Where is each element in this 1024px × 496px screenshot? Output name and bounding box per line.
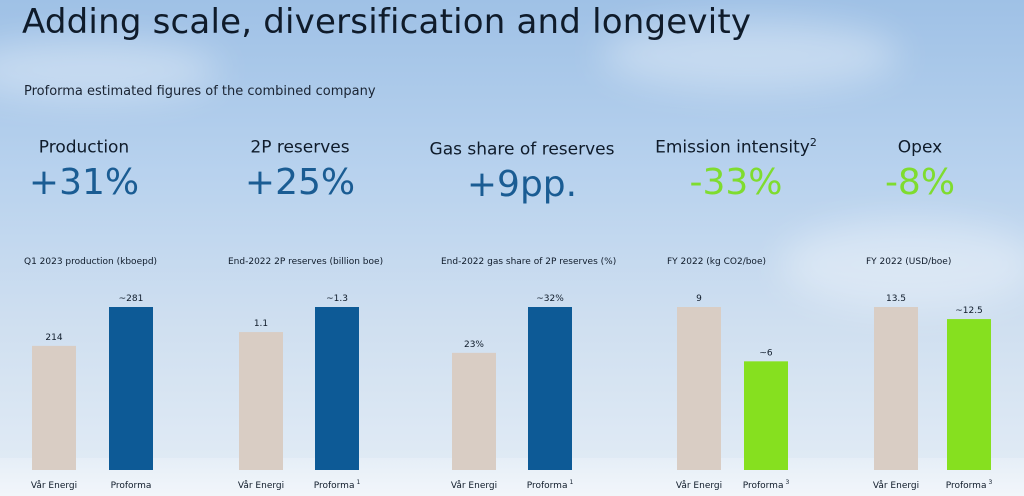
kpi-value: -8% [884, 161, 956, 203]
chart-title: End-2022 2P reserves (billion boe) [228, 257, 383, 267]
bar [677, 307, 721, 470]
data-label: ~12.5 [955, 306, 983, 316]
bar [874, 307, 918, 470]
bar [239, 332, 283, 470]
kpi-label: Production [38, 137, 130, 158]
category-label: Proforma 1 [314, 479, 361, 491]
kpi-label: Emission intensity2 [655, 136, 817, 158]
kpi-value: +9pp. [466, 163, 578, 205]
chart-title: FY 2022 (kg CO2/boe) [667, 257, 766, 267]
kpi-value: +25% [244, 161, 356, 203]
category-label: Vår Energi [451, 480, 497, 491]
data-label: 23% [464, 340, 484, 350]
category-label: Vår Energi [676, 480, 722, 491]
kpi-emission-intensity: Emission intensity2 -33% [636, 136, 836, 203]
kpi-value: +31% [28, 161, 140, 203]
page-title: Adding scale, diversification and longev… [22, 2, 752, 42]
bar [315, 307, 359, 470]
page-subtitle: Proforma estimated figures of the combin… [24, 84, 376, 99]
data-label: ~1.3 [326, 294, 348, 304]
category-label: Vår Energi [238, 480, 284, 491]
kpi-value: -33% [689, 161, 783, 203]
kpi-label: 2P reserves [250, 137, 350, 158]
chart-title: End-2022 gas share of 2P reserves (%) [441, 257, 616, 267]
kpi-production: Production +31% [0, 136, 184, 203]
data-label: 13.5 [886, 294, 906, 304]
cloud-decoration [0, 40, 220, 100]
cloud-decoration [780, 220, 1024, 310]
data-label: 9 [696, 294, 702, 304]
kpi-2p-reserves: 2P reserves +25% [200, 136, 400, 203]
data-label: 214 [45, 333, 62, 343]
chart-title: FY 2022 (USD/boe) [866, 257, 951, 267]
data-label: 1.1 [254, 319, 268, 329]
chart-title: Q1 2023 production (kboepd) [24, 257, 157, 267]
category-label: Proforma 1 [527, 479, 574, 491]
cloud-decoration [600, 20, 900, 90]
category-label: Proforma 3 [743, 479, 790, 491]
kpi-label: Opex [897, 137, 943, 158]
category-label: Proforma [111, 481, 152, 491]
kpi-gas-share: Gas share of reserves +9pp. [422, 138, 622, 205]
bar [744, 361, 788, 470]
kpi-label: Gas share of reserves [429, 139, 615, 160]
bar [109, 307, 153, 470]
bottom-haze [0, 458, 1024, 496]
kpi-opex: Opex -8% [820, 136, 1020, 203]
bar [528, 307, 572, 470]
category-label: Proforma 3 [946, 479, 993, 491]
bar [947, 319, 991, 470]
data-label: ~6 [759, 348, 773, 358]
bar [32, 345, 76, 470]
category-label: Vår Energi [31, 480, 77, 491]
bar [452, 352, 496, 470]
data-label: ~281 [119, 294, 144, 304]
category-label: Vår Energi [873, 480, 919, 491]
data-label: ~32% [536, 294, 564, 304]
